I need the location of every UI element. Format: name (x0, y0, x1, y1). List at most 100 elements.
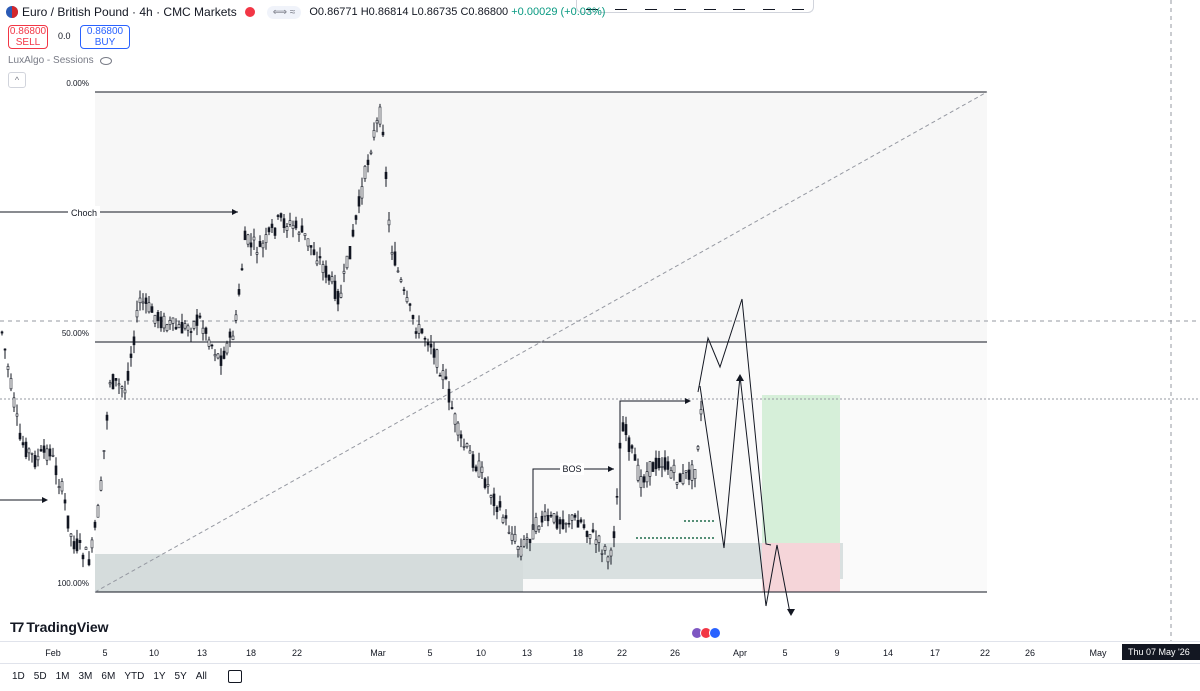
drawing-toolbar[interactable] (576, 0, 814, 13)
toolbar-tool-7-icon[interactable] (762, 3, 775, 10)
candle-body (546, 515, 550, 522)
range-button-all[interactable]: All (195, 671, 207, 682)
fib-label-0: 0.00% (66, 79, 89, 88)
candle-body (3, 348, 7, 351)
range-button-1m[interactable]: 1M (55, 671, 70, 682)
candle-body (363, 165, 367, 179)
choch-label-bg (68, 206, 100, 218)
candle-body (276, 215, 280, 217)
candle-body (81, 554, 85, 560)
candle-body (678, 473, 682, 483)
candle-body (327, 274, 331, 281)
indicator-legend[interactable]: LuxAlgo - Sessions (8, 55, 112, 66)
candle-body (411, 315, 415, 319)
candle-body (483, 478, 487, 488)
event-icons[interactable] (691, 627, 721, 639)
toolbar-tool-2-icon[interactable] (615, 3, 628, 10)
candle-body (165, 324, 169, 331)
ohlc-values: O0.86771 H0.86814 L0.86735 C0.86800 +0.0… (309, 6, 605, 18)
event-icon-3[interactable] (709, 627, 721, 639)
range-button-5d[interactable]: 5D (33, 671, 47, 682)
candle-body (159, 316, 163, 329)
candle-body (381, 131, 385, 136)
sell-button[interactable]: 0.86800 SELL (8, 25, 48, 49)
candle-body (120, 386, 124, 389)
toolbar-tool-3-icon[interactable] (644, 3, 657, 10)
candle-body (312, 249, 316, 255)
symbol-title[interactable]: Euro / British Pound · 4h · CMC Markets (22, 5, 237, 19)
time-axis-label: 10 (148, 648, 160, 658)
range-button-ytd[interactable]: YTD (124, 671, 145, 682)
candle-body (687, 469, 691, 480)
candle-body (567, 522, 571, 525)
tradingview-logo[interactable]: T7 TradingView (10, 619, 109, 635)
candle-body (15, 413, 19, 417)
candle-body (420, 328, 424, 334)
candle-body (561, 519, 565, 529)
market-status-icon[interactable] (244, 7, 255, 17)
candle-body (555, 515, 559, 529)
candle-body (258, 241, 262, 247)
price-chart[interactable]: Choch BOS 0.00% 50.00% 100.00% (0, 0, 1200, 641)
candle-body (18, 432, 22, 440)
bos2-arrowhead (685, 398, 691, 404)
toolbar-tool-5-icon[interactable] (703, 3, 716, 10)
range-button-5y[interactable]: 5Y (174, 671, 187, 682)
candle-body (579, 519, 583, 523)
candle-body (24, 441, 28, 458)
time-axis-label: Feb (45, 648, 61, 658)
candle-body (387, 219, 391, 226)
candle-body (342, 270, 346, 274)
candle-body (147, 302, 151, 313)
candle-body (39, 449, 43, 452)
buy-button[interactable]: 0.86800 BUY (80, 25, 130, 49)
spread-value: 0.0 (58, 31, 71, 41)
range-button-6m[interactable]: 6M (101, 671, 116, 682)
candle-body (144, 297, 148, 304)
toolbar-tool-8-icon[interactable] (792, 3, 805, 10)
range-button-1y[interactable]: 1Y (153, 671, 166, 682)
time-axis[interactable]: Feb 5 10 13 18 22 Mar 5 10 13 18 22 26 Apr 5 9 14 17 22 26 M… (0, 641, 1200, 664)
candle-body (468, 450, 472, 454)
collapse-legend-button[interactable]: ^ (8, 72, 26, 88)
time-axis-label: 18 (245, 648, 257, 658)
projected-path-lower (699, 375, 791, 614)
candle-body (504, 515, 508, 519)
time-axis-label: 22 (291, 648, 303, 658)
range-button-1d[interactable]: 1D (12, 671, 25, 682)
candle-body (102, 450, 106, 452)
candle-body (177, 324, 181, 329)
toolbar-tool-4-icon[interactable] (674, 3, 687, 10)
candle-body (321, 264, 325, 273)
candle-body (525, 537, 529, 540)
candle-body (660, 466, 664, 468)
candle-body (105, 414, 109, 421)
visibility-eye-icon[interactable] (99, 56, 112, 65)
calendar-icon[interactable] (227, 670, 242, 683)
time-axis-label: 5 (427, 648, 433, 658)
profit-target-zone (762, 395, 840, 543)
toolbar-tool-1-icon[interactable] (585, 3, 598, 10)
candle-body (213, 354, 217, 357)
candle-body (696, 446, 700, 450)
candle-body (600, 553, 604, 555)
range-button-3m[interactable]: 3M (78, 671, 93, 682)
candle-body (6, 366, 10, 370)
compare-pill[interactable]: ⟺ ≈ (266, 5, 302, 19)
candle-body (282, 218, 286, 229)
candle-body (585, 531, 589, 537)
candle-body (450, 407, 454, 409)
candle-body (357, 196, 361, 207)
candle-body (582, 524, 586, 529)
candle-body (426, 341, 430, 346)
time-axis-label: Mar (370, 648, 386, 658)
candle-body (657, 458, 661, 469)
candle-body (111, 374, 115, 390)
bos-label-bg (560, 463, 584, 475)
candle-body (21, 442, 25, 446)
sell-label: SELL (15, 37, 41, 48)
candle-body (486, 484, 490, 487)
toolbar-tool-6-icon[interactable] (733, 3, 746, 10)
candle-body (51, 454, 55, 457)
bottom-divider (0, 663, 1200, 664)
